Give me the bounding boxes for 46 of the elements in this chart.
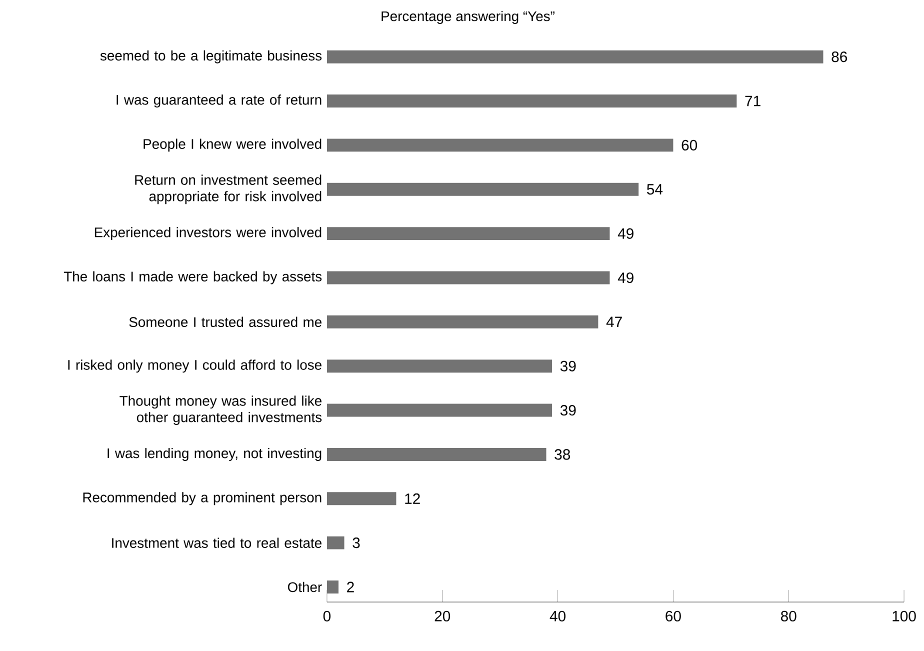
- data-label: 47: [606, 316, 622, 328]
- data-label: 71: [745, 96, 760, 106]
- x-tick-label: 80: [780, 610, 796, 622]
- bar: [326, 580, 339, 594]
- data-label: 60: [682, 140, 698, 150]
- y-tick-label: Experienced investors were involved: [94, 227, 322, 240]
- x-tick-label: 0: [323, 610, 331, 622]
- data-label: 39: [560, 360, 576, 372]
- y-tick-label: Investment was tied to real estate: [112, 538, 322, 548]
- data-label: 3: [352, 538, 360, 548]
- y-tick-label: People I knew were involved: [144, 138, 322, 152]
- data-label: 38: [554, 449, 570, 460]
- y-tick-label: Return on investment seemed appropriate for risk involved: [135, 174, 322, 204]
- bar: [326, 315, 598, 328]
- y-tick-label: I was lending money, not investing: [108, 448, 322, 461]
- bar: [326, 50, 824, 64]
- bar: [326, 138, 674, 152]
- bar: [326, 448, 546, 461]
- data-label: 12: [405, 493, 420, 504]
- y-tick-label: Recommended by a prominent person: [83, 492, 322, 506]
- x-tick-label: 20: [434, 610, 450, 622]
- data-label: 54: [647, 184, 663, 195]
- x-tick-label: 60: [666, 610, 681, 622]
- data-label: 49: [618, 228, 634, 239]
- bar: [326, 492, 396, 506]
- bar: [326, 404, 552, 417]
- bar: [326, 271, 610, 284]
- bar: [326, 182, 639, 196]
- y-tick-label: The loans I made were backed by assets: [64, 271, 322, 284]
- x-tick-label: 40: [550, 610, 566, 622]
- y-tick-label: Other: [288, 582, 322, 592]
- y-tick-label: Thought money was insured like other guaranteed investments: [120, 396, 322, 426]
- data-label: 2: [347, 582, 354, 592]
- y-tick-label: I risked only money I could afford to lose: [68, 360, 322, 373]
- x-tick-label: 100: [892, 610, 916, 622]
- bar: [326, 227, 610, 240]
- data-label: 39: [560, 405, 576, 416]
- data-label: 49: [618, 272, 634, 284]
- bar: [326, 536, 344, 550]
- bar: [326, 360, 552, 373]
- data-label: 86: [832, 52, 848, 62]
- y-tick-label: seemed to be a legitimate business: [100, 50, 322, 64]
- chart-title: Percentage answering “Yes”: [382, 10, 554, 24]
- y-tick-label: Someone I trusted assured me: [129, 316, 322, 328]
- bar: [326, 94, 737, 108]
- y-tick-label: I was guaranteed a rate of return: [116, 94, 322, 108]
